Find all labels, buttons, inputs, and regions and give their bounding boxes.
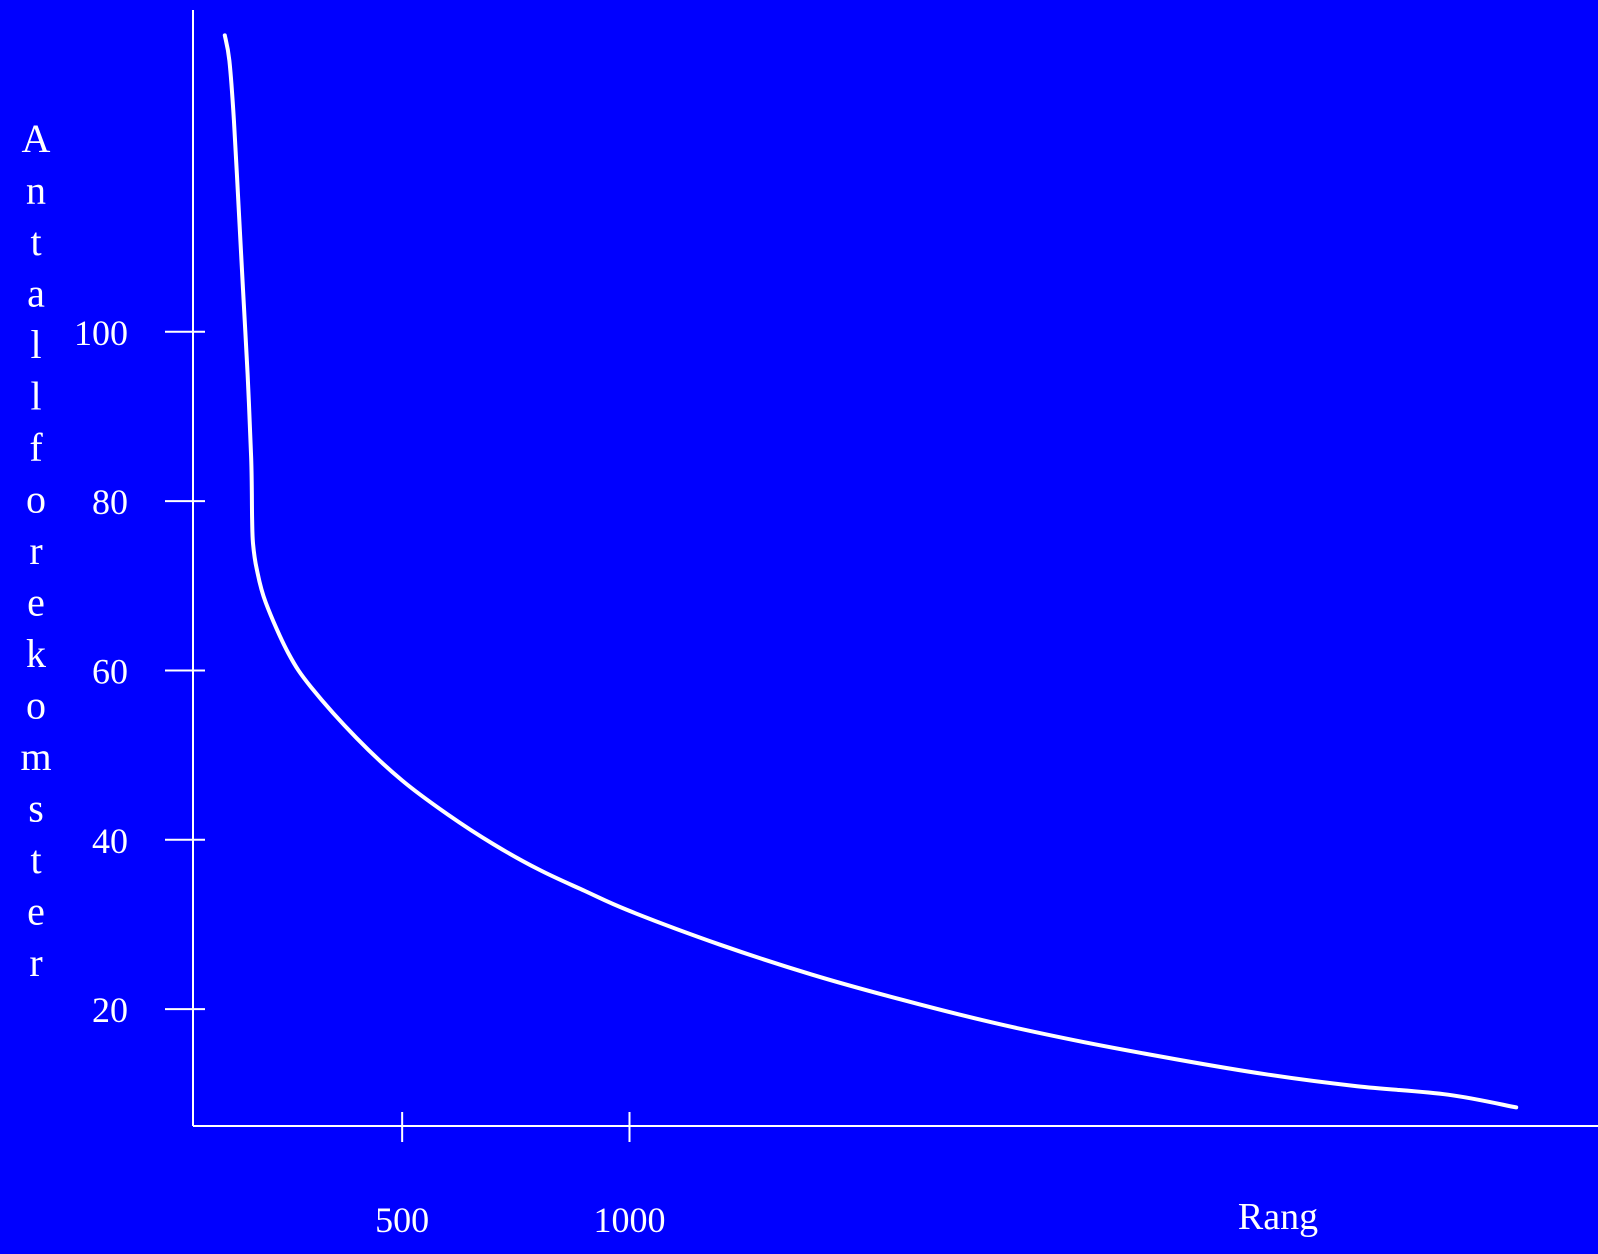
y-axis-label-char: l xyxy=(30,322,41,367)
y-axis-label-char: s xyxy=(28,786,44,831)
y-axis-label-char: r xyxy=(29,940,42,985)
y-axis-label-char: t xyxy=(30,837,41,882)
x-tick-label: 500 xyxy=(375,1200,429,1240)
y-axis-label-char: k xyxy=(26,631,46,676)
y-axis-label-char: t xyxy=(30,219,41,264)
y-axis-label-char: r xyxy=(29,528,42,573)
series-line xyxy=(222,33,1519,1110)
axes xyxy=(192,10,1598,1127)
y-ticks: 20 40 60 80 100 xyxy=(74,313,205,1030)
x-tick-label: 1000 xyxy=(594,1200,666,1240)
y-axis-label-char: l xyxy=(30,374,41,419)
y-axis-label-char: o xyxy=(26,683,46,728)
y-axis-label-char: A xyxy=(22,116,51,161)
y-axis-label-char: e xyxy=(27,889,45,934)
y-axis-label-char: n xyxy=(26,168,46,213)
y-axis-label-char: e xyxy=(27,580,45,625)
x-axis-label: Rang xyxy=(1238,1196,1318,1238)
y-axis-label-char: f xyxy=(29,425,43,470)
y-tick-label: 80 xyxy=(92,482,128,522)
y-axis-label-char: a xyxy=(27,271,45,316)
y-tick-label: 20 xyxy=(92,990,128,1030)
y-tick-label: 60 xyxy=(92,651,128,691)
y-tick-label: 40 xyxy=(92,821,128,861)
y-axis-label-char: o xyxy=(26,477,46,522)
y-axis-label-char: m xyxy=(20,734,51,779)
y-tick-label: 100 xyxy=(74,313,128,353)
x-ticks: 500 1000 xyxy=(375,1112,666,1240)
